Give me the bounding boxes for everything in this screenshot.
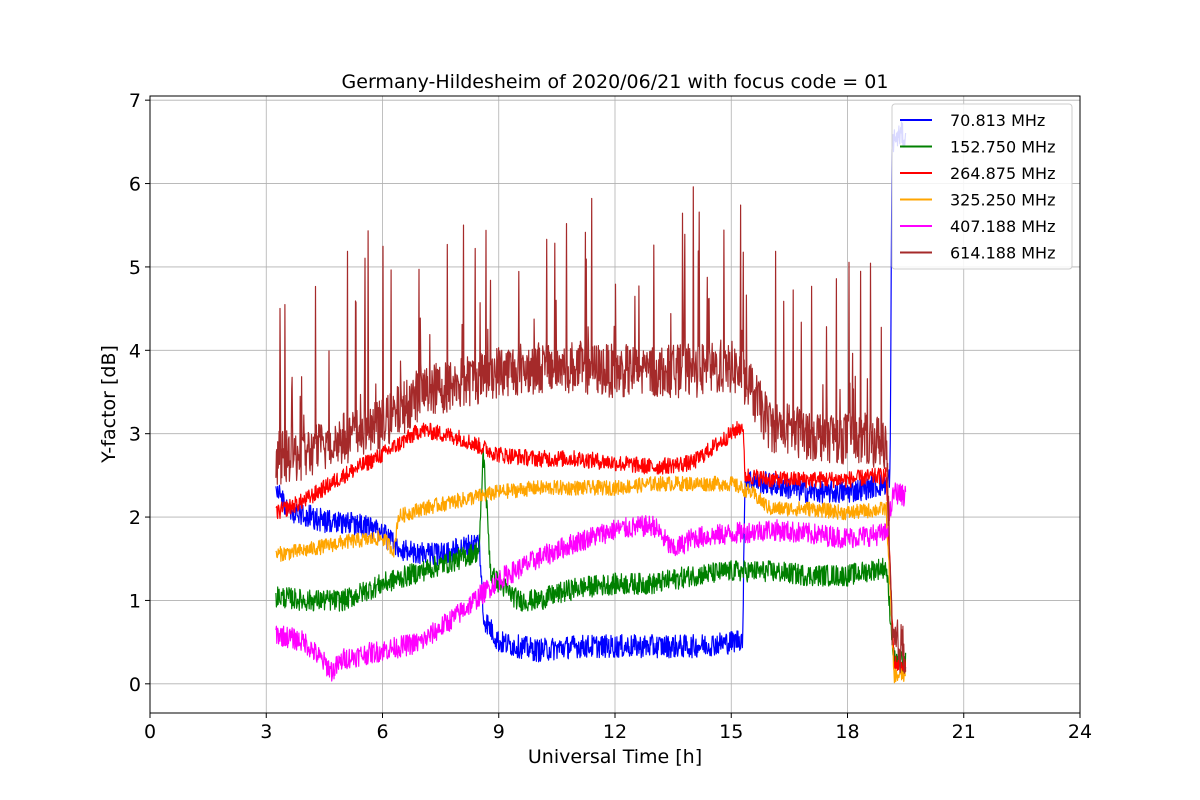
y-tick-label: 4 — [129, 340, 141, 362]
y-axis-label: Y-factor [dB] — [98, 345, 120, 464]
series-layer — [275, 121, 907, 684]
legend-box — [891, 103, 1073, 270]
series-line-0 — [275, 121, 907, 663]
y-tick-label: 5 — [129, 257, 141, 279]
x-axis-label: Universal Time [h] — [528, 746, 702, 768]
series-line-5 — [275, 186, 907, 674]
y-tick-label: 1 — [129, 590, 141, 612]
y-tick-label: 3 — [129, 424, 141, 446]
legend: 70.813 MHz 152.750 MHz 264.875 MHz 325.250 … — [891, 103, 1073, 270]
x-tick-label: 0 — [144, 721, 156, 743]
x-tick-label: 12 — [603, 721, 627, 743]
x-tick-label: 9 — [493, 721, 505, 743]
x-tick-label: 15 — [719, 721, 743, 743]
series-line-3 — [275, 475, 907, 684]
series-line-4 — [275, 482, 907, 682]
series-line-2 — [275, 421, 907, 676]
series-line-1 — [275, 448, 907, 672]
chart-title: Germany-Hildesheim of 2020/06/21 with fo… — [342, 71, 889, 93]
x-tick-label: 3 — [260, 721, 272, 743]
legend-label-5: 614.188 MHz — [950, 244, 1055, 263]
legend-label-3: 325.250 MHz — [950, 191, 1055, 210]
legend-label-2: 264.875 MHz — [950, 164, 1055, 183]
y-axis-ticks: 0 1 2 3 4 5 6 7 — [129, 90, 150, 696]
x-tick-label: 21 — [952, 721, 976, 743]
legend-label-1: 152.750 MHz — [950, 138, 1055, 157]
legend-label-4: 407.188 MHz — [950, 217, 1055, 236]
x-axis-ticks: 0 3 6 9 12 15 18 21 24 — [144, 713, 1092, 743]
y-tick-label: 0 — [129, 674, 141, 696]
x-tick-label: 6 — [376, 721, 388, 743]
y-tick-label: 7 — [129, 90, 141, 112]
y-tick-label: 6 — [129, 174, 141, 196]
x-tick-label: 18 — [835, 721, 859, 743]
y-tick-label: 2 — [129, 507, 141, 529]
x-tick-label: 24 — [1068, 721, 1092, 743]
legend-label-0: 70.813 MHz — [950, 111, 1045, 130]
